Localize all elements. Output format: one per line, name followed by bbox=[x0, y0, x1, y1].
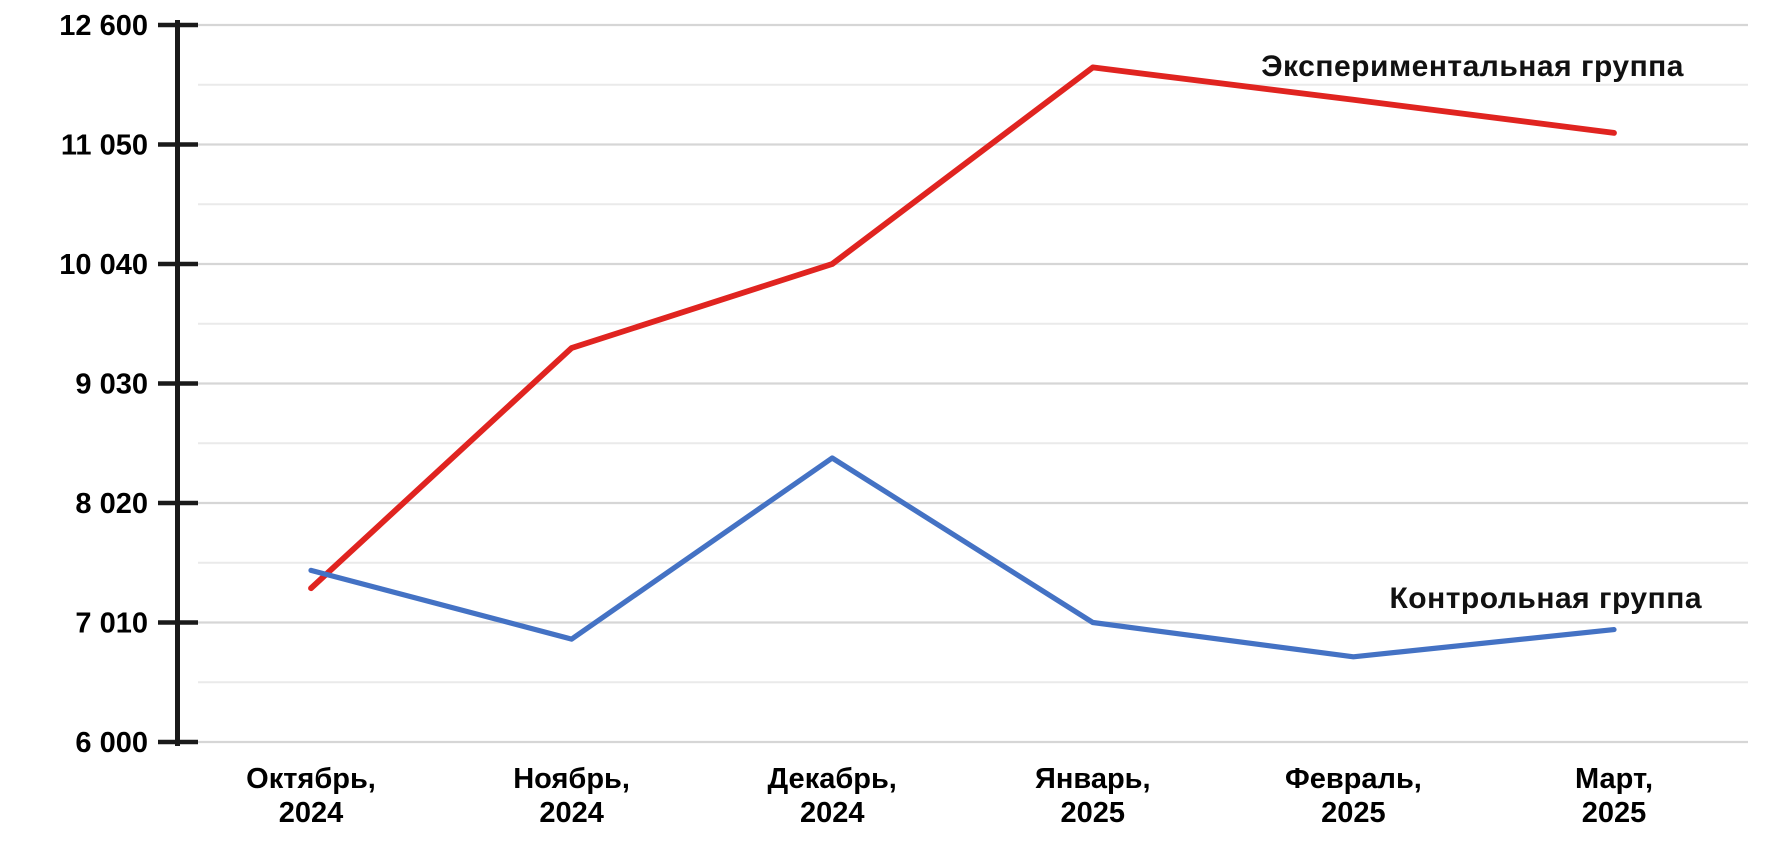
x-tick-label-line2: 2025 bbox=[1321, 797, 1386, 829]
series-line-experimental bbox=[308, 64, 1617, 592]
series-label-experimental: Экспериментальная группа bbox=[1261, 50, 1684, 83]
x-tick-label-line1: Февраль, bbox=[1285, 763, 1422, 795]
x-tick-label-line2: 2024 bbox=[279, 797, 344, 829]
x-tick-label-line1: Январь, bbox=[1035, 763, 1151, 795]
y-tick-label: 8 020 bbox=[75, 488, 148, 520]
x-tick-label-line1: Март, bbox=[1575, 763, 1653, 795]
series-label-control: Контрольная группа bbox=[1389, 582, 1702, 615]
y-tick-label: 7 010 bbox=[75, 608, 148, 640]
series-line-control bbox=[308, 455, 1617, 660]
y-tick-label: 10 040 bbox=[59, 249, 148, 281]
x-tick-label-line1: Декабрь, bbox=[768, 763, 897, 795]
y-tick-label: 11 050 bbox=[61, 130, 148, 162]
x-tick-label-line1: Ноябрь, bbox=[513, 763, 630, 795]
x-tick-label-line2: 2025 bbox=[1582, 797, 1647, 829]
x-tick-label-line2: 2024 bbox=[539, 797, 604, 829]
y-tick-label: 6 000 bbox=[75, 727, 148, 759]
x-tick-label-line2: 2024 bbox=[800, 797, 865, 829]
x-tick-label-line1: Октябрь, bbox=[246, 763, 376, 795]
y-tick-label: 12 600 bbox=[59, 10, 148, 42]
y-tick-label: 9 030 bbox=[75, 369, 148, 401]
x-tick-label-line2: 2025 bbox=[1061, 797, 1126, 829]
